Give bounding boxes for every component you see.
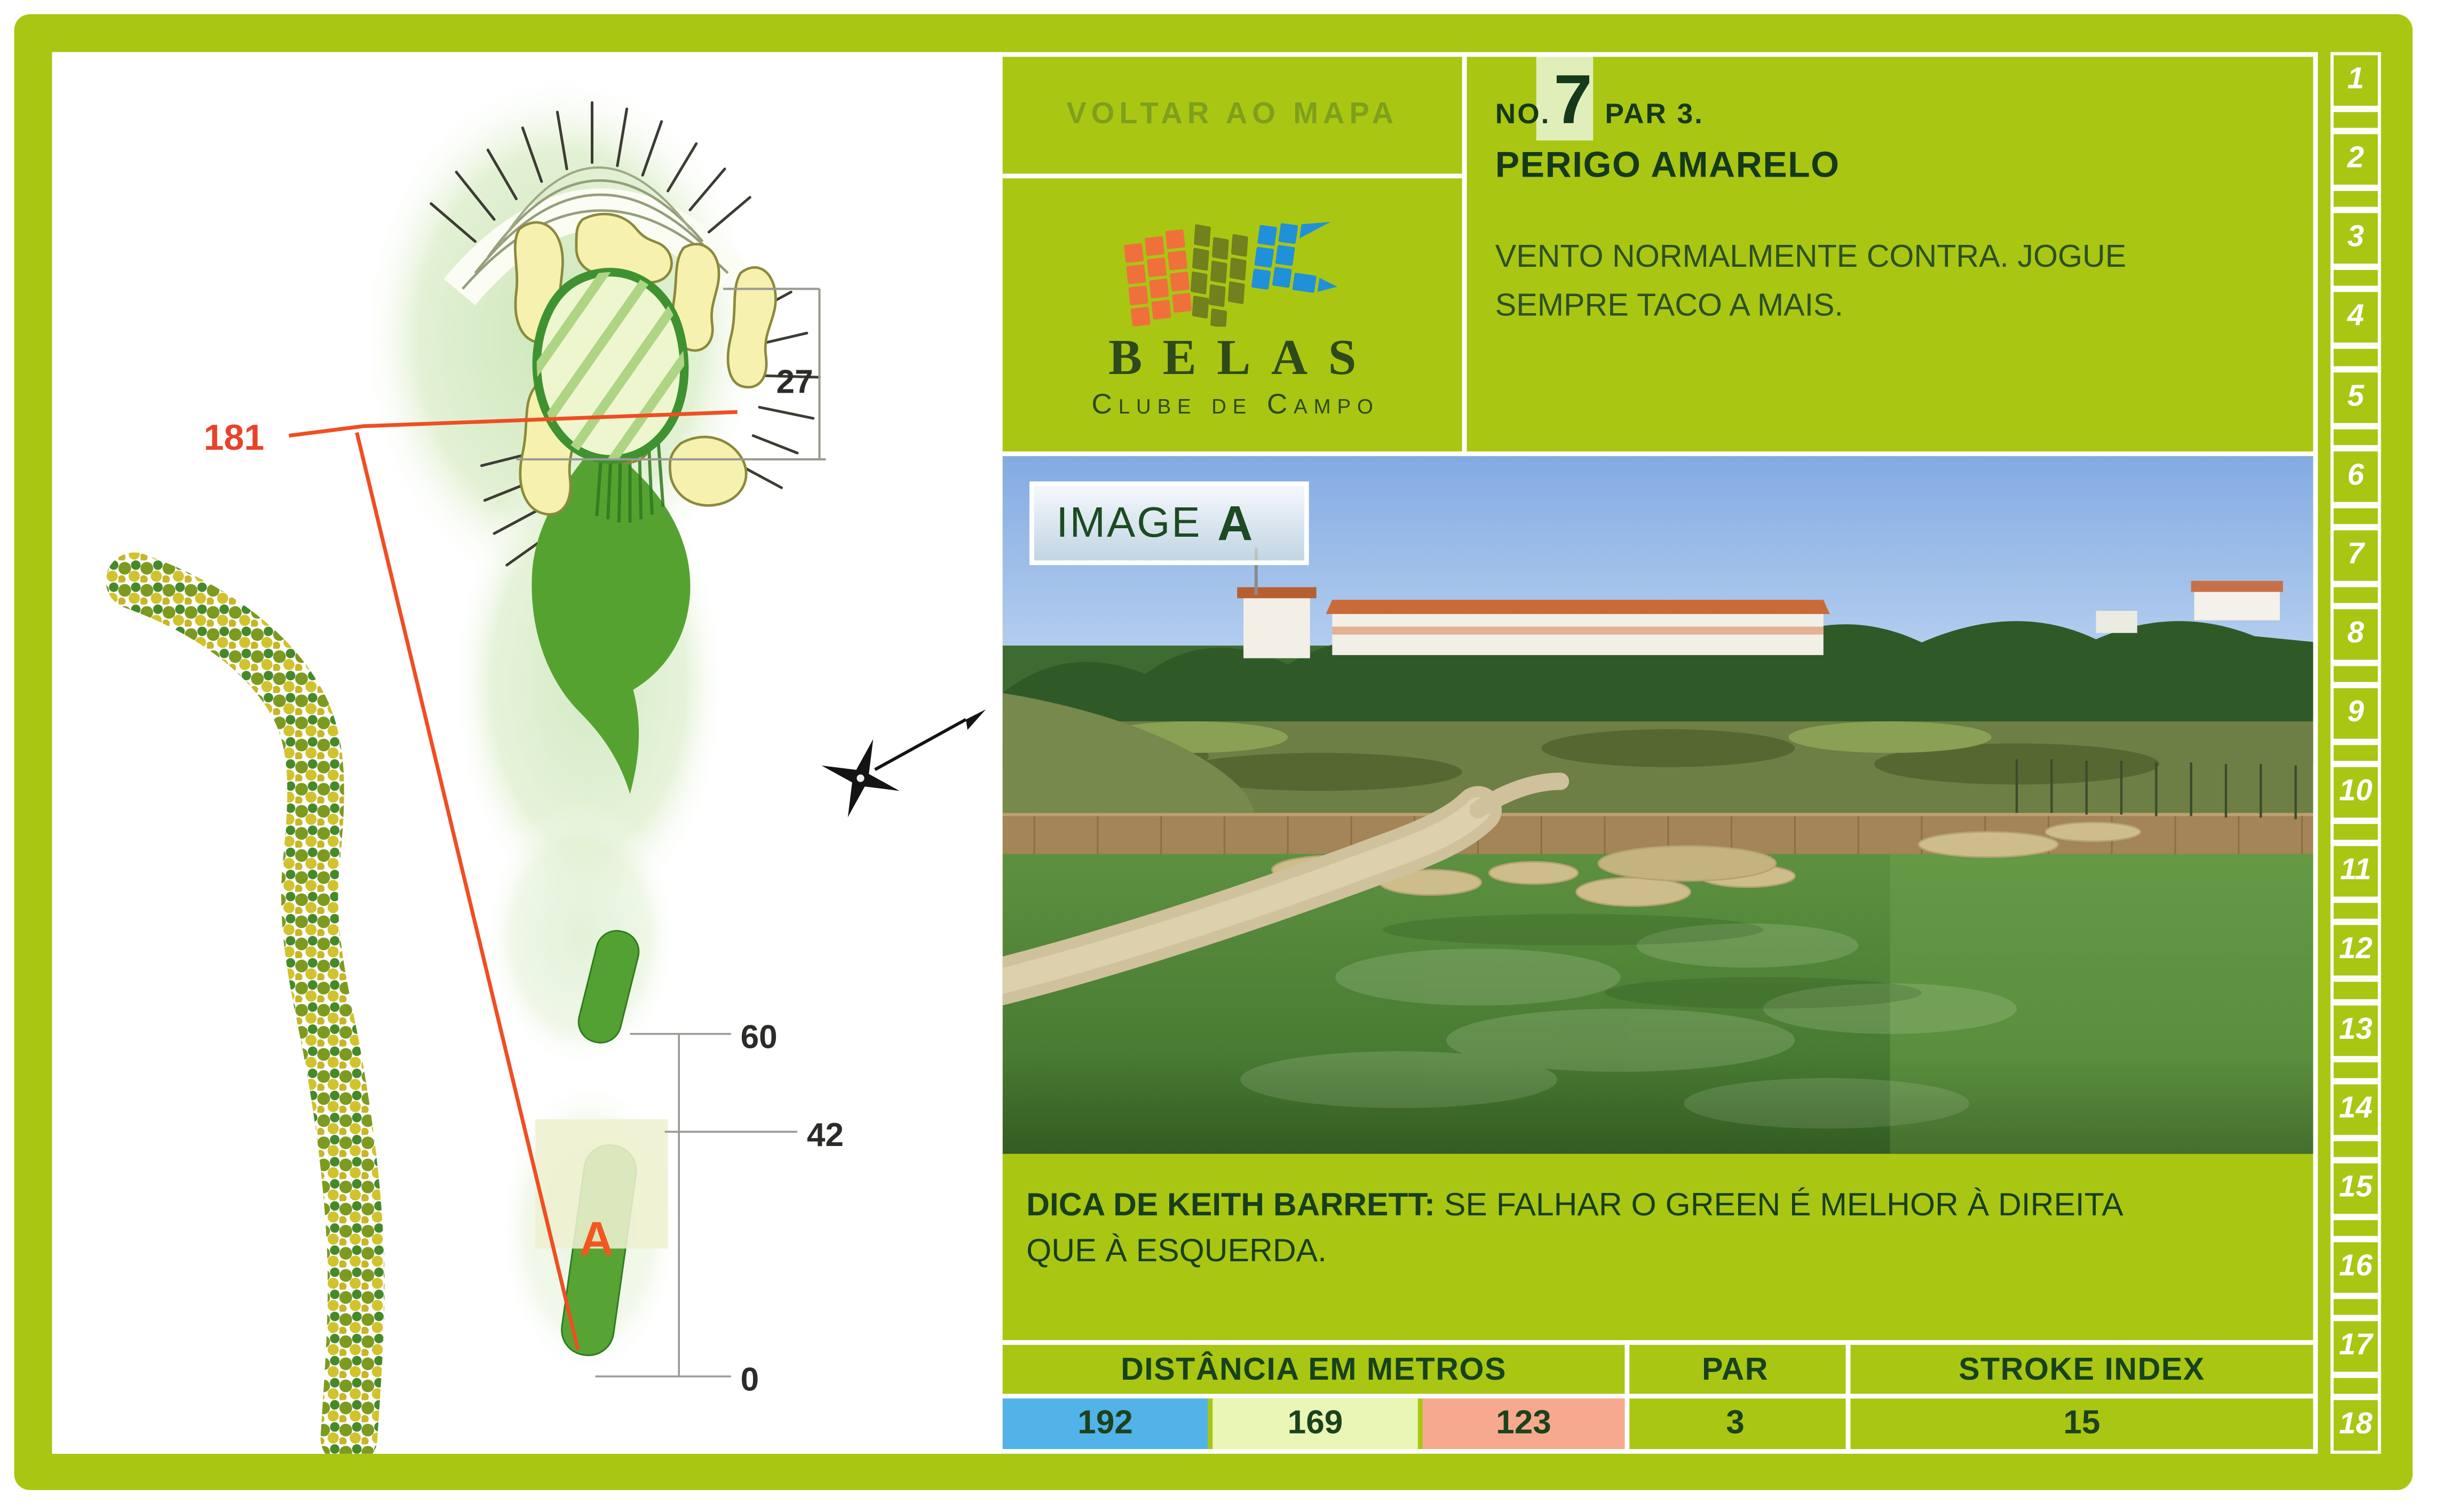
rough-spikes [430, 101, 821, 567]
carry-line [288, 410, 738, 1350]
hole-nav-spacer [2330, 742, 2381, 765]
stroke-index-header: STROKE INDEX [1959, 1352, 2205, 1387]
hole-number-highlight [1536, 57, 1594, 141]
content-area: 27 A 60 42 [52, 52, 2318, 1454]
hole-nav-spacer [2330, 663, 2381, 686]
hole-nav-item-2[interactable]: 2 [2330, 131, 2381, 188]
info-panel: VOLTAR AO MAPA [1002, 52, 2318, 1454]
hole-nav-item-5[interactable]: 5 [2330, 368, 2381, 426]
divider [1002, 1340, 2313, 1345]
mark-60: 60 [741, 1019, 778, 1056]
hole-map-illustration: 27 A 60 42 [106, 71, 986, 1454]
hole-nav-spacer [2330, 900, 2381, 922]
hole-nav-item-15[interactable]: 15 [2330, 1159, 2381, 1217]
hole-nav-spacer [2330, 1137, 2381, 1160]
par-value: 3 [1726, 1405, 1745, 1442]
pro-tip-text: SE FALHAR O GREEN É MELHOR À DIREITA QUE… [1026, 1187, 2122, 1269]
hole-nav-item-9[interactable]: 9 [2330, 685, 2381, 742]
hole-nav-item-10[interactable]: 10 [2330, 764, 2381, 821]
hole-name: PERIGO AMARELO [1495, 144, 1840, 185]
hole-nav-spacer [2330, 425, 2381, 448]
hole-nav-item-1[interactable]: 1 [2330, 52, 2381, 109]
carry-distance-label: 181 [204, 417, 265, 458]
forward-tee [577, 930, 640, 1044]
distance-header: DISTÂNCIA EM METROS [1121, 1352, 1507, 1387]
hole-nav-item-6[interactable]: 6 [2330, 448, 2381, 505]
back-to-map-link[interactable]: VOLTAR AO MAPA [1003, 57, 1462, 174]
compass-icon [821, 709, 986, 817]
hole-nav-item-14[interactable]: 14 [2330, 1080, 2381, 1138]
hole-nav-item-11[interactable]: 11 [2330, 843, 2381, 901]
measure-lines [595, 1033, 798, 1378]
divider [1845, 1340, 1851, 1454]
divider [1002, 1394, 2313, 1399]
mark-42: 42 [807, 1117, 844, 1153]
hole-nav-spacer [2330, 583, 2381, 606]
hole-nav-item-4[interactable]: 4 [2330, 289, 2381, 347]
divider [1002, 52, 2313, 57]
hole-nav-item-17[interactable]: 17 [2330, 1318, 2381, 1375]
club-logo[interactable]: BELAS Clube de Campo [1003, 178, 1462, 451]
hole-nav-spacer [2330, 1295, 2381, 1318]
distance-values: 192 169 123 [1002, 1398, 1625, 1449]
divider [1002, 1449, 2313, 1454]
hole-header: NO. 7 PAR 3. [1495, 66, 1704, 136]
hole-nav-spacer [2330, 1058, 2381, 1081]
hole-nav-spacer [2330, 1374, 2381, 1397]
camera-marker-label: A [580, 1212, 614, 1265]
club-logo-subtitle: Clube de Campo [1091, 388, 1380, 420]
hole-nav-item-8[interactable]: 8 [2330, 606, 2381, 663]
fairway [532, 440, 691, 794]
hole-nav-item-16[interactable]: 16 [2330, 1239, 2381, 1296]
back-to-map-label: VOLTAR AO MAPA [1066, 98, 1399, 131]
divider [1462, 52, 1467, 457]
pro-tip: DICA DE KEITH BARRETT: SE FALHAR O GREEN… [1026, 1182, 2147, 1274]
hole-nav-spacer [2330, 109, 2381, 131]
image-label-letter: A [1217, 495, 1253, 551]
hole-nav-item-12[interactable]: 12 [2330, 922, 2381, 980]
mound-contours [443, 166, 746, 306]
hole-nav-item-3[interactable]: 3 [2330, 210, 2381, 267]
hole-photo [1002, 456, 2313, 1154]
hole-nav-item-18[interactable]: 18 [2330, 1397, 2381, 1454]
club-logo-icon [1124, 222, 1337, 327]
hole-nav-spacer [2330, 346, 2381, 369]
hole-no-label: NO. [1495, 98, 1551, 130]
hole-map-panel: 27 A 60 42 [52, 52, 1003, 1454]
hole-nav-spacer [2330, 979, 2381, 1002]
green-depth-bracket [516, 288, 826, 461]
hole-nav-spacer [2330, 188, 2381, 211]
image-label: IMAGE A [1029, 481, 1309, 566]
hole-info-cell: NO. 7 PAR 3. PERIGO AMARELO VENTO NORMAL… [1467, 57, 2313, 452]
hole-number: 7 [1554, 61, 1592, 139]
clubhouse [1237, 547, 1830, 658]
par-header: PAR [1702, 1352, 1769, 1387]
pro-tip-label: DICA DE KEITH BARRETT: [1026, 1187, 1436, 1223]
divider [1002, 451, 2313, 457]
club-logo-name: BELAS [1108, 328, 1377, 385]
camera-view-box [535, 1119, 668, 1249]
stroke-index-value: 15 [2063, 1405, 2101, 1442]
image-label-word: IMAGE [1056, 498, 1202, 546]
distance-blue-tee: 192 [1002, 1398, 1208, 1449]
distance-yellow-tee: 169 [1212, 1398, 1418, 1449]
hole-nav-spacer [2330, 821, 2381, 843]
distance-red-tee: 123 [1422, 1398, 1625, 1449]
divider [1002, 173, 1467, 179]
hole-nav-item-13[interactable]: 13 [2330, 1001, 2381, 1059]
hole-par-label: PAR 3. [1605, 98, 1704, 130]
hole-nav: 1 2 3 4 5 6 7 8 9 10 11 12 13 14 15 16 17 18 [2330, 52, 2381, 1454]
mark-0: 0 [741, 1362, 759, 1398]
hole-nav-spacer [2330, 267, 2381, 290]
hole-nav-spacer [2330, 504, 2381, 527]
hole-advice: VENTO NORMALMENTE CONTRA. JOGUE SEMPRE T… [1495, 240, 2127, 324]
divider [1624, 1340, 1630, 1454]
green-depth-label: 27 [776, 364, 813, 401]
hole-nav-spacer [2330, 1216, 2381, 1239]
hole-nav-item-7[interactable]: 7 [2330, 527, 2381, 584]
